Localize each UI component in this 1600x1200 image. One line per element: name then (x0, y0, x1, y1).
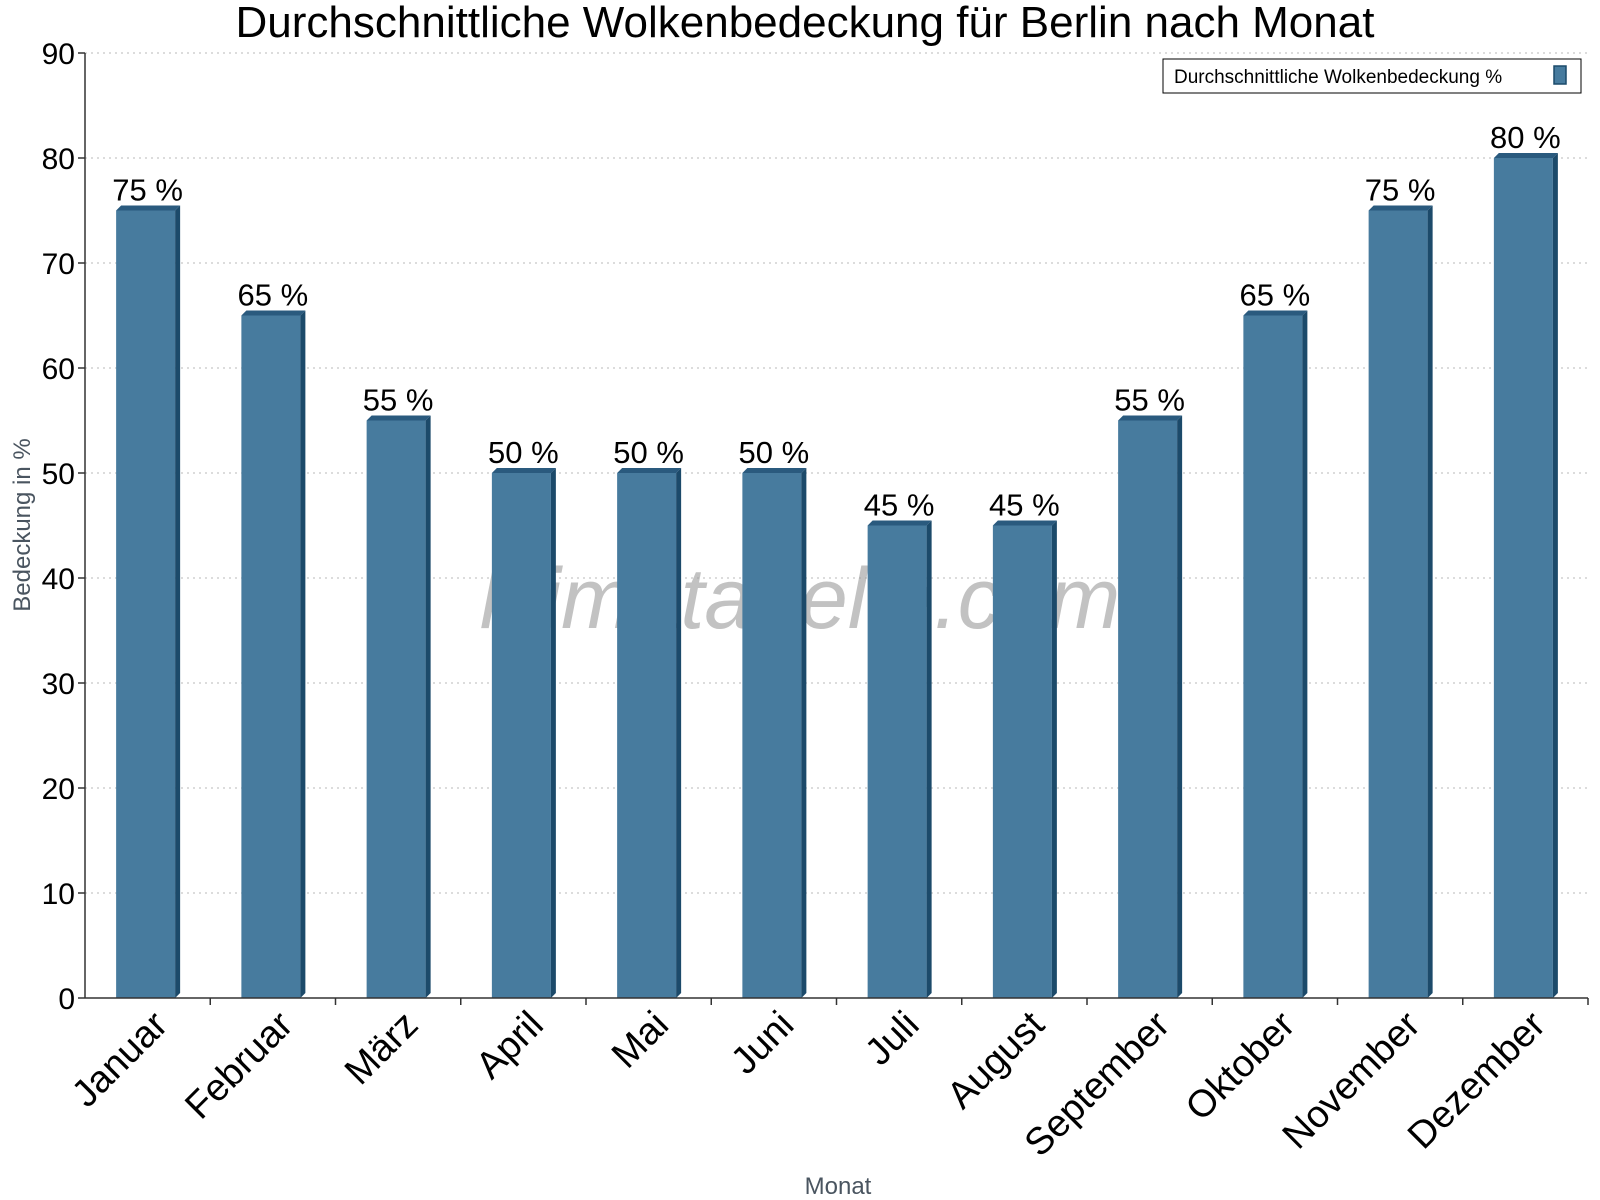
legend-box (1162, 58, 1582, 94)
x-tick-label: Januar (64, 1003, 176, 1115)
bar-side (926, 520, 932, 998)
chart-title: Durchschnittliche Wolkenbedeckung für Be… (236, 0, 1375, 47)
y-tick-label: 50 (42, 458, 75, 491)
y-tick-label: 10 (42, 878, 75, 911)
bar (491, 473, 551, 998)
data-label: 55 % (1114, 383, 1185, 418)
y-axis-label: Bedeckung in % (9, 438, 36, 611)
data-label: 45 % (864, 488, 935, 523)
bar-group (241, 310, 306, 998)
bar-top (742, 468, 807, 473)
data-label: 50 % (739, 435, 810, 470)
data-label: 65 % (1240, 278, 1311, 313)
y-tick-label: 40 (42, 563, 75, 596)
y-tick-label: 0 (58, 983, 75, 1016)
bars (116, 153, 1558, 998)
bar-side (1302, 310, 1308, 998)
data-label: 50 % (613, 435, 684, 470)
legend: Durchschnittliche Wolkenbedeckung % (1162, 58, 1582, 94)
x-tick-label: April (468, 1004, 551, 1087)
bar-group (617, 468, 682, 998)
legend-swatch (1553, 65, 1567, 85)
bar-group (742, 468, 807, 998)
bar (1368, 210, 1428, 998)
bar-group (1493, 153, 1558, 998)
bar-top (1368, 205, 1433, 211)
bar-side (175, 205, 181, 998)
bar-side (1427, 205, 1433, 998)
bar-top (617, 468, 682, 473)
x-tick-label: März (337, 1004, 426, 1093)
bar-side (550, 468, 556, 998)
bar-top (491, 468, 556, 473)
bar-group (1118, 415, 1183, 998)
bar (241, 315, 301, 998)
x-tick-label: Oktober (1178, 1003, 1304, 1129)
x-tick-label: Februar (177, 1003, 301, 1127)
y-tick-label: 30 (42, 668, 75, 701)
data-label: 55 % (363, 383, 434, 418)
bar-side (801, 468, 807, 998)
bar-side (1552, 153, 1558, 998)
bar-top (116, 205, 181, 211)
x-tick-label: August (939, 1003, 1053, 1117)
data-labels: 75 % 65 % 55 % 50 % 50 % 50 % 45 % 45 % 55 % 65 %… (112, 120, 1560, 523)
bar-top (1243, 310, 1308, 316)
x-tick-label: Juni (723, 1004, 802, 1083)
x-tick-label: Mai (604, 1004, 677, 1077)
y-tick-label: 20 (42, 773, 75, 806)
bar (116, 210, 176, 998)
bar-group (491, 468, 556, 998)
y-tick-label: 90 (42, 38, 75, 71)
bar-side (1051, 520, 1057, 998)
y-tick-label: 70 (42, 248, 75, 281)
bar-top (366, 415, 431, 421)
bar (1493, 158, 1553, 998)
data-label: 75 % (1365, 173, 1436, 208)
bar (992, 525, 1052, 998)
data-label: 45 % (989, 488, 1060, 523)
data-label: 65 % (238, 278, 309, 313)
bar-top (1493, 153, 1558, 158)
y-tick-labels: 0 10 20 30 40 50 60 70 80 90 (42, 38, 75, 1016)
x-tick-label: Dezember (1400, 1003, 1554, 1157)
bar (617, 473, 677, 998)
bar (1118, 420, 1178, 998)
bar-top (867, 520, 932, 526)
bar-top (1118, 415, 1183, 421)
bar-side (1177, 415, 1183, 998)
x-tick-label: Juli (857, 1004, 927, 1074)
bar-group (1243, 310, 1308, 998)
bar-top (241, 310, 306, 316)
bar-side (425, 415, 431, 998)
legend-label: Durchschnittliche Wolkenbedeckung % (1174, 67, 1502, 88)
data-label: 80 % (1490, 120, 1561, 155)
bar (742, 473, 802, 998)
bar-side (676, 468, 682, 998)
grid-lines (85, 52, 1588, 894)
axes (78, 52, 1589, 1005)
bar-top (992, 520, 1057, 526)
bar-group (116, 205, 181, 998)
x-axis-label: Monat (805, 1173, 872, 1200)
y-tick-label: 60 (42, 353, 75, 386)
bar (1243, 315, 1303, 998)
bar-group (867, 520, 932, 998)
bar-group (366, 415, 431, 998)
data-label: 75 % (112, 173, 183, 208)
bar-group (1368, 205, 1433, 998)
bar (366, 420, 426, 998)
x-tick-labels: Januar Februar März April Mai Juni Juli AugustS… (64, 1003, 1554, 1164)
bar (867, 525, 927, 998)
data-label: 50 % (488, 435, 559, 470)
bar-side (300, 310, 306, 998)
bar-group (992, 520, 1057, 998)
y-tick-label: 80 (42, 143, 75, 176)
